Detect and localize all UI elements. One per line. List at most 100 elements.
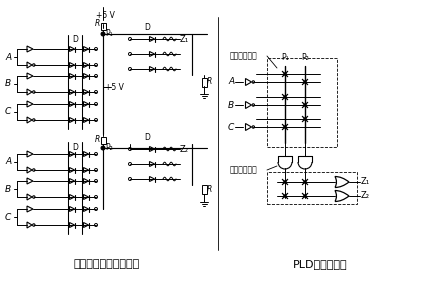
Polygon shape — [69, 222, 75, 228]
Polygon shape — [27, 178, 33, 184]
Text: +5 V: +5 V — [105, 83, 124, 91]
Circle shape — [129, 177, 132, 180]
Circle shape — [33, 224, 35, 226]
Circle shape — [95, 63, 98, 67]
Text: Z₂: Z₂ — [180, 144, 189, 153]
Polygon shape — [83, 89, 89, 94]
Text: R: R — [207, 184, 212, 193]
Text: P₁: P₁ — [105, 30, 112, 39]
Polygon shape — [27, 167, 32, 173]
Circle shape — [252, 81, 254, 83]
Polygon shape — [69, 74, 75, 78]
Polygon shape — [69, 102, 75, 107]
Circle shape — [95, 74, 98, 78]
Text: A: A — [228, 78, 234, 87]
Circle shape — [33, 169, 35, 171]
Circle shape — [304, 81, 306, 83]
Polygon shape — [69, 89, 75, 94]
Bar — [267, 58, 337, 147]
Polygon shape — [69, 63, 75, 67]
Circle shape — [95, 102, 98, 105]
Circle shape — [95, 180, 98, 182]
Circle shape — [95, 153, 98, 155]
Text: A: A — [5, 52, 11, 61]
Circle shape — [252, 126, 254, 128]
Polygon shape — [245, 102, 251, 109]
Text: D: D — [72, 142, 78, 151]
Text: 可编程或阵列: 可编程或阵列 — [230, 166, 258, 175]
Circle shape — [95, 91, 98, 94]
Polygon shape — [27, 222, 32, 228]
Polygon shape — [27, 117, 32, 123]
Circle shape — [284, 195, 286, 197]
Text: Z₁: Z₁ — [180, 34, 189, 43]
Polygon shape — [83, 222, 89, 228]
Polygon shape — [83, 179, 89, 184]
Polygon shape — [83, 118, 89, 122]
Polygon shape — [245, 124, 251, 131]
Polygon shape — [69, 206, 75, 212]
Text: B: B — [228, 100, 234, 109]
Text: R: R — [95, 19, 100, 28]
Polygon shape — [150, 52, 155, 56]
Polygon shape — [245, 78, 251, 85]
Circle shape — [95, 224, 98, 226]
Polygon shape — [27, 101, 33, 107]
Circle shape — [284, 181, 286, 183]
Polygon shape — [83, 168, 89, 173]
Bar — [201, 78, 207, 87]
Polygon shape — [83, 195, 89, 199]
Polygon shape — [27, 46, 33, 52]
Polygon shape — [27, 206, 33, 212]
Circle shape — [284, 73, 286, 75]
Text: Z₁: Z₁ — [361, 177, 370, 186]
Circle shape — [101, 146, 105, 150]
Text: A: A — [5, 158, 11, 166]
Polygon shape — [83, 63, 89, 67]
Text: 可编程与或阵列电路图: 可编程与或阵列电路图 — [74, 259, 140, 269]
Text: D: D — [72, 36, 78, 45]
Circle shape — [95, 118, 98, 122]
Text: PLD表示逻辑图: PLD表示逻辑图 — [293, 259, 347, 269]
Circle shape — [252, 104, 254, 106]
Text: B: B — [5, 80, 11, 89]
Circle shape — [304, 195, 306, 197]
Text: R: R — [207, 78, 212, 87]
Polygon shape — [83, 102, 89, 107]
PathPatch shape — [335, 191, 349, 202]
Text: C: C — [5, 213, 11, 221]
Bar — [267, 172, 357, 204]
Circle shape — [33, 91, 35, 93]
Polygon shape — [27, 194, 32, 200]
Circle shape — [95, 208, 98, 210]
Circle shape — [129, 162, 132, 166]
Circle shape — [95, 195, 98, 199]
Circle shape — [95, 169, 98, 171]
Polygon shape — [150, 147, 155, 151]
Text: D: D — [144, 133, 150, 142]
Text: B: B — [5, 184, 11, 193]
Text: D: D — [144, 23, 150, 32]
Polygon shape — [83, 206, 89, 212]
Polygon shape — [27, 73, 33, 79]
Circle shape — [284, 126, 286, 128]
Polygon shape — [69, 151, 75, 157]
Polygon shape — [69, 47, 75, 52]
Circle shape — [304, 118, 306, 120]
Bar — [201, 184, 207, 193]
Bar — [101, 136, 106, 144]
Text: P₂: P₂ — [301, 53, 309, 62]
Polygon shape — [27, 151, 33, 157]
Text: 可编程与阵列: 可编程与阵列 — [230, 52, 258, 61]
Circle shape — [129, 67, 132, 70]
Circle shape — [129, 38, 132, 41]
Polygon shape — [150, 162, 155, 166]
PathPatch shape — [335, 177, 349, 188]
Polygon shape — [83, 151, 89, 157]
Polygon shape — [69, 168, 75, 173]
Circle shape — [129, 147, 132, 151]
Circle shape — [95, 47, 98, 50]
Text: Z₂: Z₂ — [361, 191, 370, 201]
Text: P₂: P₂ — [105, 144, 113, 153]
Bar — [101, 23, 106, 30]
